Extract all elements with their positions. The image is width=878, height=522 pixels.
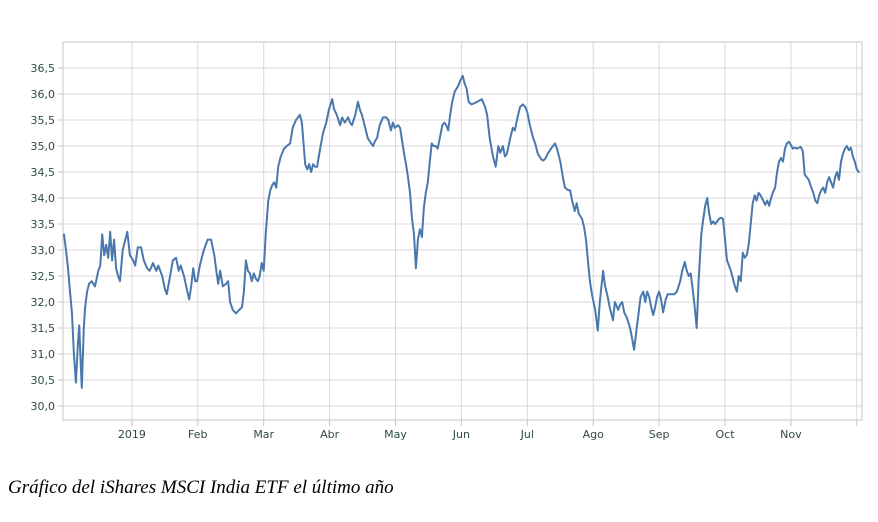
y-axis-label: 32,0	[31, 296, 56, 309]
y-axis-label: 34,5	[31, 166, 56, 179]
x-axis-label: Feb	[188, 428, 207, 441]
y-axis-label: 31,5	[31, 322, 56, 335]
y-axis-label: 36,5	[31, 62, 56, 75]
price-chart: 30,0 30,5 31,0 31,5 32,0 32,5 33,0 33,5 34,0 34,5…	[31, 41, 863, 441]
x-axis-label: Oct	[715, 428, 735, 441]
x-axis-label: Sep	[649, 428, 670, 441]
x-axis-label: Abr	[320, 428, 340, 441]
x-axis-label: May	[384, 428, 407, 441]
y-axis-label: 33,5	[31, 218, 56, 231]
y-axis-label: 36,0	[31, 88, 56, 101]
x-axis-label: Jul	[520, 428, 534, 441]
y-axis-label: 30,5	[31, 374, 56, 387]
x-axis-label: Nov	[780, 428, 802, 441]
x-axis-label: Ago	[583, 428, 605, 441]
y-axis-label: 30,0	[31, 400, 56, 413]
y-axis-label: 31,0	[31, 348, 56, 361]
x-axis-label: 2019	[118, 428, 146, 441]
x-axis-label: Mar	[253, 428, 274, 441]
y-axis-label: 35,5	[31, 114, 56, 127]
y-axis-label: 34,0	[31, 192, 56, 205]
price-chart-svg: 30,0 30,5 31,0 31,5 32,0 32,5 33,0 33,5 34,0 34,5…	[31, 41, 863, 441]
x-axis-label: Jun	[452, 428, 470, 441]
y-axis-label: 32,5	[31, 270, 56, 283]
y-axis-label: 35,0	[31, 140, 56, 153]
y-axis-label: 33,0	[31, 244, 56, 257]
chart-caption: Gráfico del iShares MSCI India ETF el úl…	[8, 477, 394, 498]
plot-border	[62, 41, 863, 421]
price-series-line	[63, 74, 860, 389]
